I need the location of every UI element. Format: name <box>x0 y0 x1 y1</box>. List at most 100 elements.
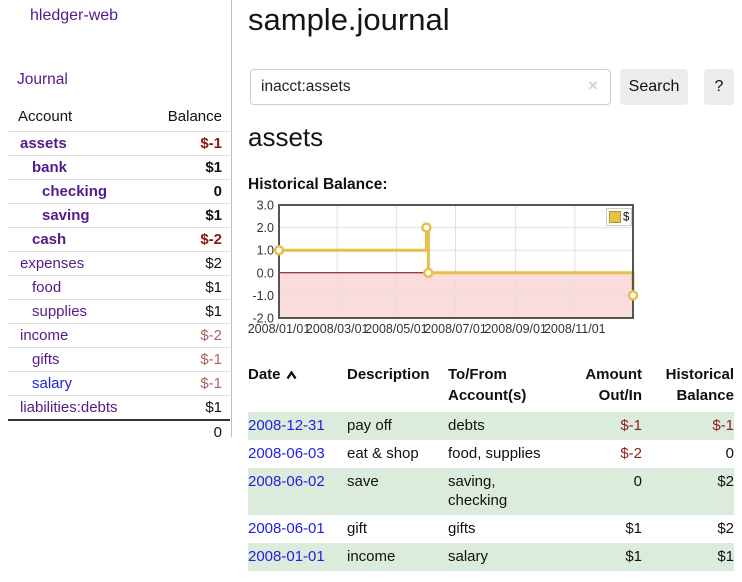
sidebar-account-link[interactable]: liabilities:debts <box>20 399 118 416</box>
account-row: income $-2 <box>8 323 230 348</box>
legend-swatch <box>609 211 621 223</box>
txn-column-header-label: Amount Out/In <box>585 366 642 404</box>
txn-accounts-cell: gifts <box>448 520 476 537</box>
txn-description-cell: gift <box>347 520 368 537</box>
txn-amount-cell: $1 <box>625 548 642 565</box>
search-button[interactable]: Search <box>620 69 688 105</box>
txn-table-body: 2008-12-31 pay off debts $-1 $-1 2008-06-03 ea… <box>248 412 734 571</box>
account-cell: gifts <box>8 347 150 372</box>
account-balance: $1 <box>149 299 230 324</box>
txn-accounts-cell: debts <box>448 417 485 434</box>
sidebar-account-link[interactable]: cash <box>32 231 67 248</box>
txn-description-cell: income <box>347 548 396 565</box>
account-cell: expenses <box>8 251 150 276</box>
accounts-column-header: Account <box>18 108 73 125</box>
txn-date-link[interactable]: 2008-01-01 <box>248 548 325 565</box>
txn-table-header-row: Date Description To/From Account(s) Amount … <box>248 362 734 412</box>
account-cell: income <box>8 323 150 348</box>
page-title: sample.journal <box>248 2 450 37</box>
account-cell: assets <box>8 131 150 156</box>
account-cell: liabilities:debts <box>8 395 150 420</box>
account-row: supplies $1 <box>8 299 230 324</box>
txn-date-cell: 2008-01-01 <box>248 543 347 571</box>
help-button[interactable]: ? <box>704 69 734 105</box>
txn-date-link[interactable]: 2008-12-31 <box>248 417 325 434</box>
account-cell: salary <box>8 371 150 396</box>
txn-date-link[interactable]: 2008-06-01 <box>248 520 325 537</box>
y-tick-label: 1.0 <box>257 244 274 258</box>
x-tick-label: 2008/05/01 <box>365 322 428 336</box>
transaction-row: 2008-06-01 gift gifts $1 $2 <box>248 515 734 543</box>
txn-column-header-label: Historical Balance <box>665 366 734 404</box>
account-cell: cash <box>8 227 150 252</box>
sidebar-account-link[interactable]: salary <box>32 375 73 392</box>
transaction-row: 2008-12-31 pay off debts $-1 $-1 <box>248 412 734 440</box>
sidebar-account-link[interactable]: supplies <box>32 303 88 320</box>
txn-column-header-amount: Amount Out/In <box>566 362 642 412</box>
accounts-table: Account Balance assets $-1 bank $1 checking 0… <box>8 104 230 444</box>
txn-column-header-description: Description <box>347 362 448 412</box>
txn-amount-cell: $-1 <box>620 417 642 434</box>
x-tick-label: 2008/01/01 <box>248 322 311 336</box>
account-row: salary $-1 <box>8 371 230 396</box>
y-tick-label: 2.0 <box>257 221 274 235</box>
account-cell: bank <box>8 155 150 180</box>
txn-column-header-label: To/From Account(s) <box>448 366 527 404</box>
account-balance: $1 <box>149 275 230 300</box>
account-balance: $2 <box>149 251 230 276</box>
account-row: expenses $2 <box>8 251 230 276</box>
accounts-table-header-row: Account Balance <box>8 104 230 132</box>
txn-description-cell: save <box>347 473 379 490</box>
account-heading: assets <box>248 122 324 152</box>
txn-balance-cell: $-1 <box>712 417 734 434</box>
sidebar-divider <box>231 0 232 437</box>
account-row: cash $-2 <box>8 227 230 252</box>
txn-accounts-cell: food, supplies <box>448 445 541 462</box>
account-row: saving $1 <box>8 203 230 228</box>
txn-date-link[interactable]: 2008-06-03 <box>248 445 325 462</box>
txn-date-cell: 2008-06-01 <box>248 515 347 543</box>
y-tick-label: -1.0 <box>252 289 274 303</box>
account-balance: $1 <box>149 203 230 228</box>
data-point-marker <box>273 244 285 256</box>
sidebar-account-link[interactable]: assets <box>20 135 67 152</box>
account-cell: saving <box>8 203 150 228</box>
search-input[interactable] <box>250 69 611 105</box>
transaction-row: 2008-06-03 eat & shop food, supplies $-2 0 <box>248 440 734 468</box>
data-point-marker <box>421 222 432 233</box>
txn-column-header-label: Date <box>248 366 281 383</box>
txn-accounts-cell: salary <box>448 548 489 565</box>
y-tick-label: 0.0 <box>257 266 274 280</box>
account-balance: $-2 <box>149 323 230 348</box>
y-tick-label: -2.0 <box>252 312 274 326</box>
sidebar-account-link[interactable]: expenses <box>20 255 85 272</box>
account-balance: $-1 <box>149 131 230 156</box>
chart-title: Historical Balance: <box>248 176 388 193</box>
sidebar-account-link[interactable]: checking <box>42 183 108 200</box>
sidebar-account-link[interactable]: bank <box>32 159 68 176</box>
txn-accounts-cell: saving, checking <box>448 473 508 509</box>
txn-date-link[interactable]: 2008-06-02 <box>248 473 325 490</box>
account-cell: supplies <box>8 299 150 324</box>
txn-balance-cell: $1 <box>717 548 734 565</box>
clear-search-icon[interactable]: × <box>588 76 598 95</box>
txn-column-header-date[interactable]: Date <box>248 362 347 412</box>
transaction-row: 2008-01-01 income salary $1 $1 <box>248 543 734 571</box>
app-title-link[interactable]: hledger-web <box>30 7 119 24</box>
x-tick-label: 2008/11/01 <box>544 322 606 336</box>
sort-ascending-icon <box>286 370 297 380</box>
account-balance: $-2 <box>149 227 230 252</box>
sidebar-account-link[interactable]: saving <box>42 207 90 224</box>
txn-balance-cell: $2 <box>717 520 734 537</box>
data-point-marker <box>423 267 434 279</box>
account-row: bank $1 <box>8 155 230 180</box>
txn-amount-cell: $-2 <box>620 445 642 462</box>
sidebar-item-journal[interactable]: Journal <box>17 71 68 88</box>
account-row: liabilities:debts $1 <box>8 395 230 420</box>
txn-column-header-tofrom: To/From Account(s) <box>448 362 566 412</box>
account-balance: $1 <box>149 155 230 180</box>
sidebar-account-link[interactable]: food <box>32 279 62 296</box>
accounts-total-balance: 0 <box>149 419 230 444</box>
sidebar-account-link[interactable]: gifts <box>32 351 60 368</box>
sidebar-account-link[interactable]: income <box>20 327 69 344</box>
